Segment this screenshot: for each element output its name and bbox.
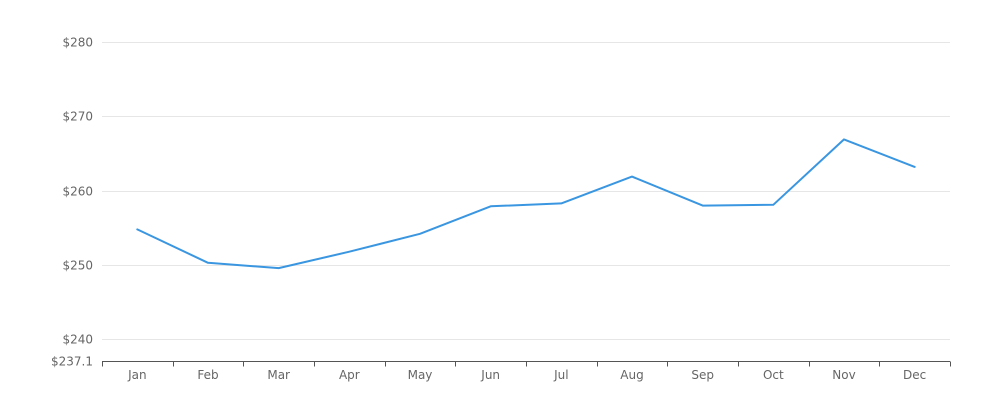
- y-tick-label: $250: [62, 259, 93, 273]
- x-axis: Jan Feb Mar Apr May Jun Jul Aug Sep Oct Nov Dec: [102, 361, 951, 382]
- x-tick-label: Nov: [832, 368, 855, 382]
- x-tick-label: Jan: [127, 368, 147, 382]
- y-tick-label: $260: [62, 185, 93, 199]
- y-axis: $237.1 $240 $250 $260 $270 $280: [51, 36, 93, 369]
- x-tick-label: Jun: [480, 368, 500, 382]
- x-tick-label: Mar: [267, 368, 290, 382]
- x-tick-label: Sep: [691, 368, 714, 382]
- series-line: [136, 138, 916, 270]
- series-group: [136, 138, 916, 270]
- y-tick-label: $240: [62, 333, 93, 347]
- x-tick-label: Feb: [197, 368, 218, 382]
- x-tick-label: Aug: [620, 368, 643, 382]
- x-tick-label: Dec: [903, 368, 926, 382]
- x-tick-label: Jul: [553, 368, 568, 382]
- y-tick-label: $237.1: [51, 355, 93, 369]
- x-tick-label: May: [408, 368, 433, 382]
- x-tick-label: Oct: [763, 368, 784, 382]
- y-gridlines: [102, 42, 950, 340]
- y-tick-label: $280: [62, 36, 93, 50]
- y-tick-label: $270: [62, 110, 93, 124]
- x-tick-label: Apr: [339, 368, 360, 382]
